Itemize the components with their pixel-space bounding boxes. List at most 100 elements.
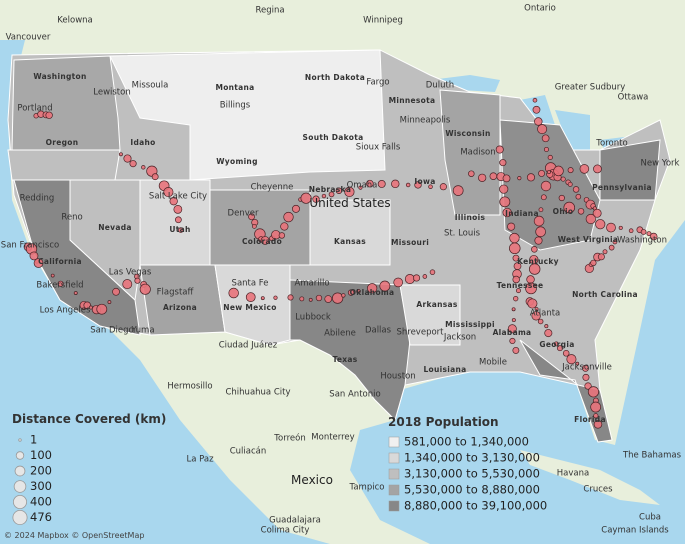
route-point	[507, 222, 516, 231]
route-point	[511, 318, 516, 323]
route-point	[509, 242, 521, 255]
city-label: Jackson	[443, 333, 476, 343]
route-point	[646, 231, 652, 237]
city-label: Las Vegas	[109, 268, 152, 278]
state-label: North Dakota	[305, 73, 365, 82]
route-point	[595, 219, 606, 230]
route-point	[344, 186, 355, 198]
route-point	[534, 307, 539, 312]
route-point	[414, 181, 422, 189]
route-point	[535, 226, 546, 237]
route-point	[558, 194, 565, 202]
city-label: New York	[641, 159, 680, 169]
atlantic-gulf	[350, 220, 685, 544]
state-label: Ohio	[553, 207, 574, 216]
route-point	[582, 373, 590, 381]
legend-label: 300	[30, 479, 52, 493]
route-point	[509, 232, 520, 244]
route-point	[173, 205, 183, 214]
legend-circle	[13, 480, 27, 493]
city-label: Tampico	[349, 483, 385, 493]
arizona	[139, 264, 226, 336]
route-point	[341, 293, 346, 298]
route-point	[356, 289, 361, 294]
route-point	[367, 283, 378, 294]
city-label: Lubbock	[295, 313, 331, 323]
route-point	[332, 292, 344, 304]
route-point	[537, 124, 548, 135]
city-label: Omaha	[347, 181, 378, 191]
city-label: Torreón	[273, 433, 305, 444]
legend-label: 5,530,000 to 8,880,000	[404, 483, 540, 497]
route-point	[515, 288, 521, 294]
route-point	[347, 289, 355, 296]
state-label: Minnesota	[389, 96, 436, 105]
route-point	[546, 170, 551, 175]
route-point	[585, 213, 596, 225]
route-point	[169, 197, 178, 206]
city-label: San Francisco	[1, 241, 59, 251]
legend-circle	[18, 438, 22, 442]
route-point	[502, 174, 511, 183]
route-point	[531, 246, 538, 253]
route-point	[575, 193, 582, 200]
state-label: Wisconsin	[445, 129, 490, 138]
city-label: Sioux Falls	[356, 143, 401, 153]
route-point	[509, 337, 516, 345]
route-point	[567, 167, 574, 174]
northern-plains	[109, 49, 386, 181]
route-point	[439, 183, 447, 191]
route-point	[412, 274, 421, 282]
city-label: Jacksonville	[561, 363, 612, 373]
legend-label: 1	[30, 433, 37, 447]
route-point	[557, 345, 563, 352]
route-point	[112, 287, 120, 296]
city-label: Salt Lake City	[149, 192, 207, 202]
city-label: Shreveport	[396, 328, 444, 338]
route-point	[584, 382, 592, 390]
legend-label: 581,000 to 1,340,000	[404, 435, 529, 449]
route-point	[299, 296, 305, 302]
city-label: Hermosillo	[167, 382, 212, 392]
route-point	[57, 280, 64, 287]
city-label: Duluth	[426, 81, 454, 91]
city-label: Culiacán	[230, 447, 267, 457]
route-point	[468, 170, 475, 177]
route-point	[553, 341, 559, 347]
route-point	[592, 208, 602, 218]
state-label: West Virginia	[558, 235, 619, 244]
city-label: Cuba	[639, 513, 661, 523]
route-point	[228, 287, 239, 299]
city-label: Madison	[460, 148, 495, 158]
state-label: Iowa	[414, 177, 435, 186]
route-point	[543, 146, 549, 152]
route-point	[540, 180, 552, 192]
route-point	[287, 294, 294, 301]
city-label: Regina	[255, 6, 284, 16]
route-point	[575, 361, 580, 366]
route-point	[280, 222, 289, 231]
city-label: La Paz	[186, 455, 214, 465]
route-point	[531, 311, 541, 321]
route-point	[553, 165, 564, 177]
route-point	[526, 173, 536, 182]
city-label: Ciudad Juárez	[219, 341, 278, 351]
route-point	[278, 232, 286, 239]
route-point	[324, 295, 333, 303]
state-label: Idaho	[130, 138, 155, 147]
route-point	[321, 193, 327, 199]
state-label: Georgia	[539, 340, 574, 349]
state-label: Oklahoma	[350, 288, 395, 297]
legend-swatch	[388, 500, 400, 512]
city-label: Flagstaff	[157, 288, 195, 298]
route-point	[315, 294, 323, 302]
wisconsin-illinois	[439, 89, 501, 216]
route-point	[260, 236, 270, 245]
route-point	[405, 182, 411, 188]
city-label: The Bahamas	[622, 451, 682, 461]
route-point	[251, 223, 257, 229]
route-point	[178, 227, 184, 233]
route-point	[123, 154, 132, 163]
route-point	[529, 263, 541, 275]
legend-circle	[12, 509, 28, 526]
